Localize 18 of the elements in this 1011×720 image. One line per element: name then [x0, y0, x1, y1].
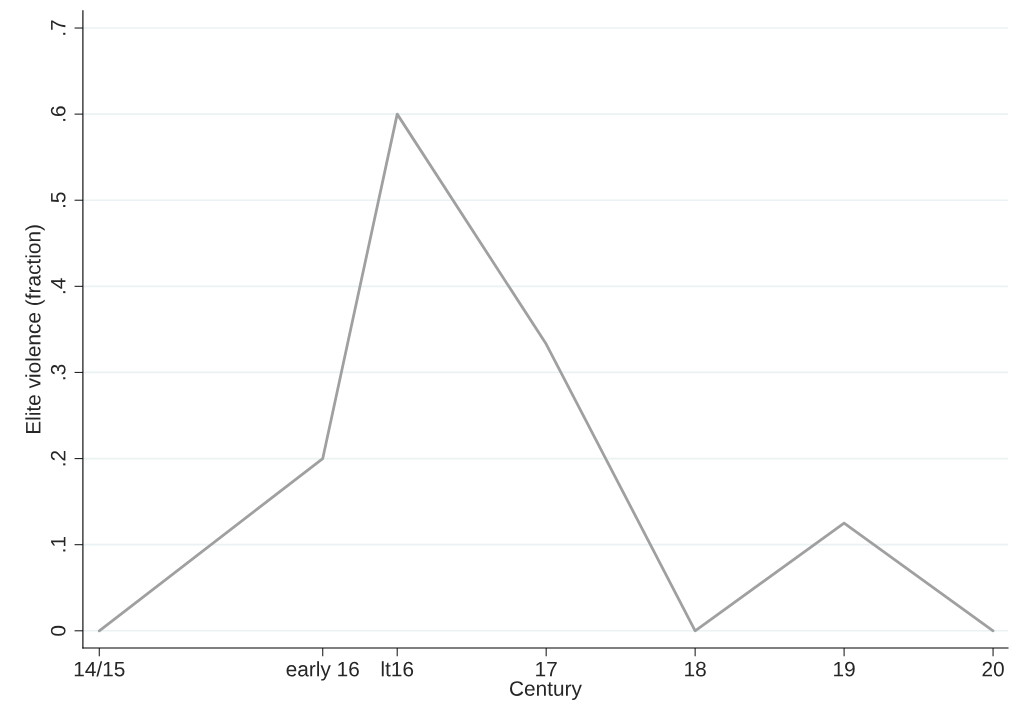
y-tick-label: .1	[51, 537, 66, 552]
x-axis-title: Century	[510, 681, 582, 701]
y-tick-label: .4	[51, 278, 66, 294]
y-tick-label: .5	[51, 192, 66, 208]
x-tick-label: 18	[685, 661, 706, 677]
y-tick-label: 0	[50, 625, 66, 636]
y-tick-label: .6	[50, 106, 66, 121]
y-tick-label: .2	[50, 450, 66, 466]
y-axis-title: Elite violence (fraction)	[25, 225, 45, 434]
x-tick-label: 14/15	[74, 661, 125, 677]
x-tick-label: 19	[834, 661, 855, 677]
line-series	[97, 112, 995, 633]
x-tick-label: 20	[982, 661, 1004, 677]
y-tick-label: .3	[50, 364, 66, 380]
x-tick-label: early 16	[286, 661, 359, 681]
y-tick-label: .7	[51, 20, 66, 35]
x-tick-label: lt16	[381, 661, 414, 677]
x-tick-label: 17	[536, 661, 557, 677]
